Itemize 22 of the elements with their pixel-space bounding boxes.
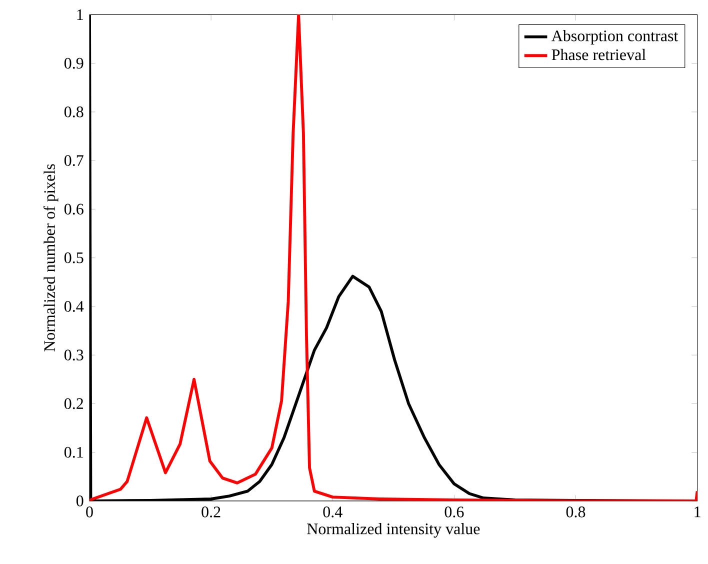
y-tick-label: 0.3 <box>64 350 84 361</box>
y-tick-label: 0.4 <box>64 301 84 312</box>
y-tick-label: 0 <box>76 496 84 506</box>
y-tick-label: 1 <box>77 10 83 20</box>
y-tick-label: 0.1 <box>64 447 83 458</box>
x-tick-label: 0.8 <box>566 506 586 518</box>
y-tick-label: 0.5 <box>64 252 84 264</box>
y-tick-label: 0.2 <box>64 398 83 410</box>
x-axis-title: Normalized intensity value <box>307 523 480 538</box>
x-tick-label: 0 <box>86 506 93 518</box>
x-tick-label: 0.2 <box>202 506 220 518</box>
x-tick-label: 1 <box>694 506 700 518</box>
y-tick-label: 0.6 <box>64 204 84 215</box>
legend-label: Absorption contrast <box>551 30 678 45</box>
line-series <box>90 14 698 502</box>
y-tick-label: 0.8 <box>64 106 84 118</box>
y-axis-title: Normalized number of pixels <box>44 164 58 352</box>
legend-label: Phase retrieval <box>552 49 646 60</box>
x-tick-label: 0.6 <box>444 506 464 518</box>
y-tick-label: 0.9 <box>64 58 84 69</box>
y-tick-label: 0.7 <box>64 155 84 166</box>
x-tick-label: 0.4 <box>323 506 342 518</box>
